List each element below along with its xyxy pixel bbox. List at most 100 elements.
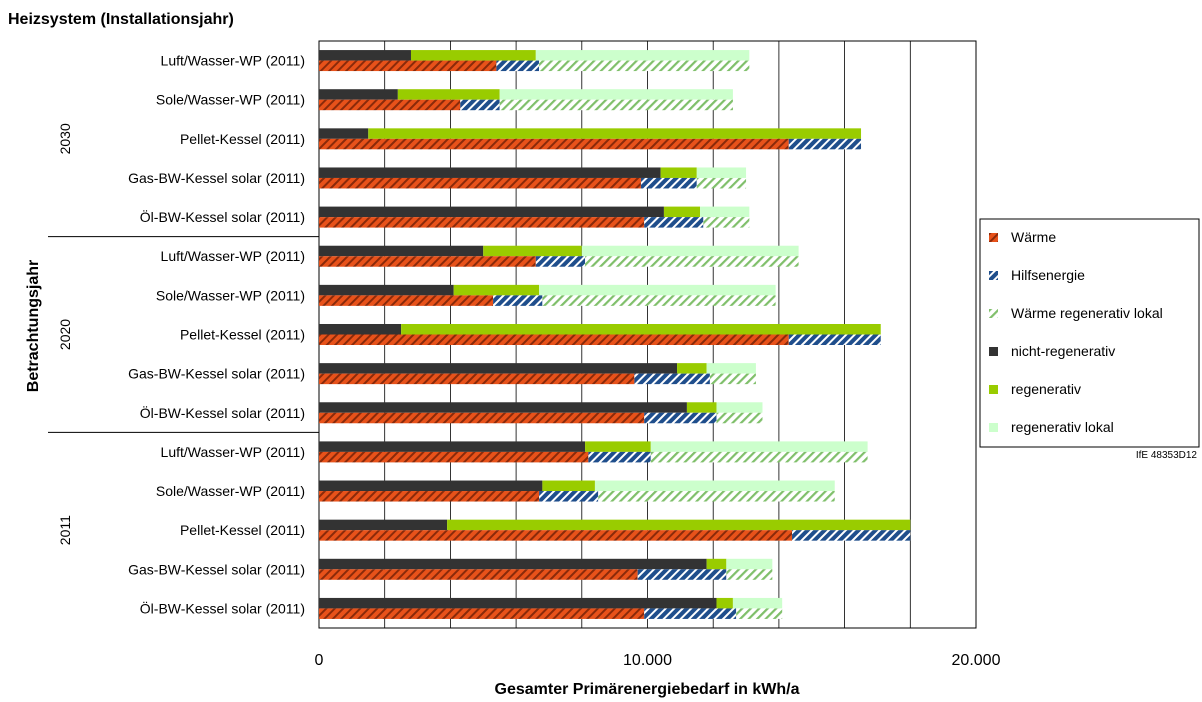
bar-segment-regenerativ-lokal (499, 89, 733, 100)
bars (319, 50, 911, 619)
bar-segment-nicht-regenerativ (319, 558, 707, 570)
bar-segment-waerme-regenerativ-lokal (709, 373, 756, 385)
category-label: Luft/Wasser-WP (2011) (161, 53, 305, 69)
bar-segment-waerme (319, 334, 789, 345)
bar-segment-regenerativ-lokal (732, 597, 783, 609)
bar-segment-waerme-regenerativ-lokal (542, 295, 776, 306)
bar-segment-waerme (319, 99, 461, 111)
bar-segment-nicht-regenerativ (319, 519, 448, 531)
bar-segment-regenerativ-lokal (700, 206, 750, 218)
bar-segment-regenerativ (397, 89, 500, 100)
x-axis-title: Gesamter Primärenergiebedarf in kWh/a (495, 681, 800, 698)
bar-segment-regenerativ (585, 441, 651, 452)
category-label: Luft/Wasser-WP (2011) (161, 248, 305, 264)
bar-segment-waerme (319, 491, 540, 502)
bar-segment-waerme-regenerativ-lokal (716, 412, 763, 424)
bar-segment-waerme (319, 177, 641, 189)
bar-segment-waerme (319, 217, 645, 228)
category-label: Pellet-Kessel (2011) (180, 327, 305, 343)
bar-segment-waerme-regenerativ-lokal (499, 99, 733, 111)
bar-segment-waerme-regenerativ-lokal (696, 177, 747, 189)
group-label: 2030 (57, 123, 73, 154)
bar-segment-hilfsenergie (634, 373, 710, 385)
bar-segment-regenerativ-lokal (535, 50, 750, 61)
bar-segment-hilfsenergie (644, 412, 717, 424)
bar-segment-hilfsenergie (792, 530, 911, 541)
bar-segment-regenerativ-lokal (650, 441, 868, 452)
legend-box (979, 218, 1200, 448)
bar-segment-waerme (319, 60, 497, 72)
bar-segment-nicht-regenerativ (319, 89, 398, 100)
group-label: 2011 (57, 515, 73, 545)
x-tick-label: 0 (315, 652, 324, 669)
group-labels: 2030 2020 2011 (48, 123, 319, 545)
bar-segment-waerme (319, 256, 536, 267)
bar-segment-waerme-regenerativ-lokal (539, 60, 750, 72)
bar-segment-regenerativ-lokal (716, 402, 763, 413)
bar-segment-hilfsenergie (644, 217, 704, 228)
category-label: Sole/Wasser-WP (2011) (156, 287, 305, 303)
bar-segment-waerme-regenerativ-lokal (726, 569, 773, 580)
bar-segment-nicht-regenerativ (319, 206, 664, 218)
category-label: Öl-BW-Kessel solar (2011) (140, 404, 305, 421)
bar-segment-hilfsenergie (496, 60, 540, 72)
bar-segment-waerme-regenerativ-lokal (598, 491, 835, 502)
bar-segment-nicht-regenerativ (319, 245, 484, 257)
bar-segment-hilfsenergie (493, 295, 543, 306)
bar-segment-regenerativ (447, 519, 911, 531)
legend-swatch-nicht-regenerativ (989, 347, 998, 356)
bar-segment-waerme-regenerativ-lokal (703, 217, 750, 228)
category-label: Öl-BW-Kessel solar (2011) (140, 599, 305, 616)
group-label: 2020 (57, 319, 73, 350)
bar-segment-regenerativ (542, 480, 595, 492)
category-label: Gas-BW-Kessel solar (2011) (128, 170, 305, 186)
bar-segment-regenerativ-lokal (696, 167, 747, 178)
chart-title: Heizsystem (Installationsjahr) (8, 11, 234, 28)
bar-segment-nicht-regenerativ (319, 402, 687, 413)
bar-segment-regenerativ-lokal (726, 558, 773, 570)
legend-label: regenerativ lokal (1011, 419, 1114, 435)
bar-segment-waerme (319, 569, 638, 580)
bar-segment-regenerativ (368, 128, 862, 139)
category-label: Sole/Wasser-WP (2011) (156, 92, 305, 108)
bar-segment-regenerativ (401, 324, 881, 335)
bar-segment-hilfsenergie (539, 491, 599, 502)
legend-label: Wärme (1011, 229, 1056, 245)
legend-label: Wärme regenerativ lokal (1011, 305, 1163, 321)
bar-segment-waerme (319, 530, 793, 541)
bar-segment-hilfsenergie (788, 138, 862, 150)
bar-segment-nicht-regenerativ (319, 167, 661, 178)
bar-segment-regenerativ (660, 167, 697, 178)
bar-segment-nicht-regenerativ (319, 324, 402, 335)
bar-segment-regenerativ-lokal (706, 363, 756, 374)
bar-segment-regenerativ-lokal (539, 284, 776, 296)
category-label: Sole/Wasser-WP (2011) (156, 483, 305, 499)
bar-segment-waerme-regenerativ-lokal (650, 451, 868, 463)
bar-segment-waerme (319, 608, 645, 619)
bar-segment-regenerativ (663, 206, 701, 218)
category-label: Luft/Wasser-WP (2011) (161, 444, 305, 460)
bar-segment-nicht-regenerativ (319, 480, 543, 492)
bar-segment-regenerativ (483, 245, 582, 257)
bar-segment-regenerativ (410, 50, 536, 61)
bar-segment-waerme (319, 451, 589, 463)
legend-swatch-regenerativ-lokal (989, 423, 998, 432)
bar-segment-hilfsenergie (644, 608, 737, 619)
bar-segment-waerme (319, 138, 789, 150)
x-ticks: 0 10.000 20.000 (315, 652, 1001, 669)
legend-label: regenerativ (1011, 381, 1081, 397)
bar-segment-nicht-regenerativ (319, 50, 411, 61)
bar-segment-nicht-regenerativ (319, 441, 586, 452)
bar-segment-waerme (319, 295, 494, 306)
bar-segment-nicht-regenerativ (319, 597, 717, 609)
bar-segment-regenerativ (677, 363, 707, 374)
category-label: Pellet-Kessel (2011) (180, 131, 305, 147)
y-axis-title: Betrachtungsjahr (25, 260, 42, 392)
legend-swatch-hilfsenergie (989, 271, 998, 280)
legend-label: Hilfsenergie (1011, 267, 1085, 283)
bar-segment-hilfsenergie (535, 256, 586, 267)
bar-segment-hilfsenergie (637, 569, 727, 580)
category-label: Öl-BW-Kessel solar (2011) (140, 208, 305, 225)
bar-segment-waerme-regenerativ-lokal (736, 608, 783, 619)
bar-segment-hilfsenergie (788, 334, 881, 345)
